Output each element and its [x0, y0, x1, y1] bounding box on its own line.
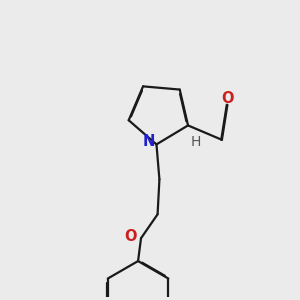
Text: O: O — [124, 229, 137, 244]
Text: N: N — [142, 134, 154, 149]
Text: H: H — [190, 135, 201, 148]
Text: O: O — [221, 91, 234, 106]
